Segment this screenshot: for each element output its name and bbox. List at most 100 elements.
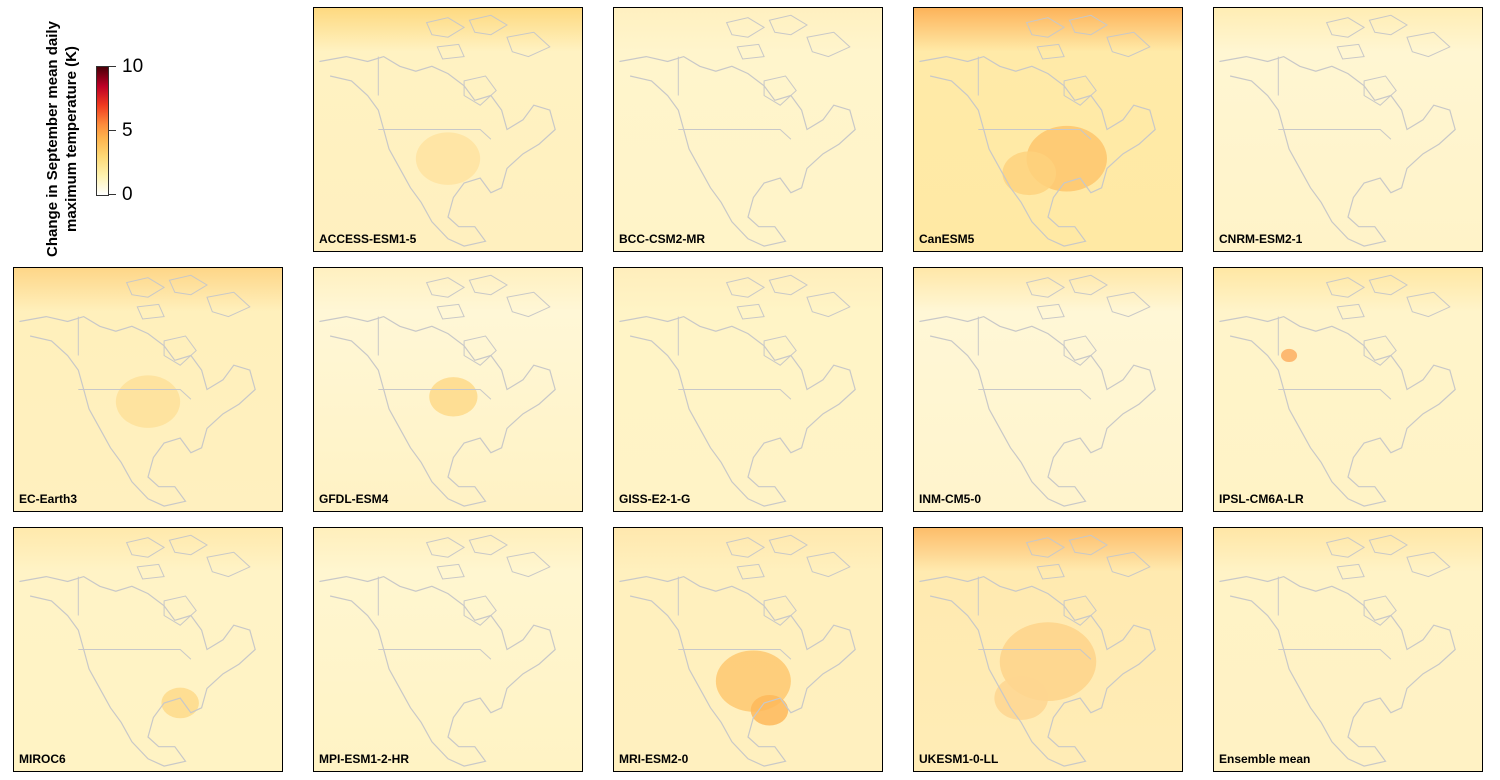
coastline <box>919 575 1156 767</box>
island-outline <box>136 303 165 320</box>
island-outline <box>806 291 851 318</box>
map-panel-plot <box>614 8 882 251</box>
coastline <box>19 575 256 767</box>
country-border <box>378 389 492 400</box>
island-outline <box>763 595 797 626</box>
island-outline <box>506 291 551 318</box>
map-panel: GISS-E2-1-G <box>613 267 883 512</box>
country-border <box>978 389 1092 400</box>
island-outline <box>1406 291 1451 318</box>
island-outline <box>1063 335 1097 366</box>
colorbar-title: Change in September mean daily maximum t… <box>43 9 85 269</box>
panel-model-label: UKESM1-0-LL <box>919 752 999 766</box>
warming-hotspot <box>994 676 1048 720</box>
panel-model-label: GISS-E2-1-G <box>619 492 691 506</box>
island-outline <box>1106 31 1151 58</box>
map-panel-plot <box>1214 528 1482 771</box>
warming-hotspot <box>1281 348 1298 363</box>
island-outline <box>163 595 197 626</box>
map-panel-plot <box>314 8 582 251</box>
coastline <box>1219 315 1456 507</box>
coastline <box>619 575 856 767</box>
panel-model-label: EC-Earth3 <box>19 492 78 506</box>
island-outline <box>168 534 208 556</box>
map-panel-plot <box>314 268 582 511</box>
island-outline <box>1063 595 1097 626</box>
island-outline <box>768 14 808 36</box>
island-outline <box>468 274 508 296</box>
warming-hotspot <box>415 132 481 185</box>
island-outline <box>806 31 851 58</box>
map-panel: CanESM5 <box>913 7 1183 252</box>
country-border <box>678 129 792 140</box>
island-outline <box>1106 551 1151 578</box>
island-outline <box>1025 277 1066 298</box>
island-outline <box>436 303 465 320</box>
map-panel-plot <box>914 268 1182 511</box>
island-outline <box>425 277 466 298</box>
coastline <box>919 55 1156 247</box>
island-outline <box>463 595 497 626</box>
coastline <box>619 315 856 507</box>
warming-hotspot <box>115 375 181 428</box>
country-border <box>1278 129 1392 140</box>
panel-model-label: MRI-ESM2-0 <box>619 752 689 766</box>
colorbar-title-line: maximum temperature (K) <box>63 46 80 232</box>
panel-model-label: CNRM-ESM2-1 <box>1219 232 1303 246</box>
panel-model-label: BCC-CSM2-MR <box>619 232 705 246</box>
country-border <box>978 649 1092 660</box>
island-outline <box>1325 277 1366 298</box>
island-outline <box>763 75 797 106</box>
colorbar-tick <box>108 194 116 195</box>
island-outline <box>463 75 497 106</box>
country-border <box>78 649 192 660</box>
island-outline <box>436 43 465 60</box>
island-outline <box>425 537 466 558</box>
warming-hotspot <box>1002 151 1057 196</box>
island-outline <box>1325 537 1366 558</box>
island-outline <box>1363 595 1397 626</box>
coastline <box>1219 55 1456 247</box>
island-outline <box>736 303 765 320</box>
country-border <box>678 389 792 400</box>
colorbar-gradient <box>96 66 109 196</box>
island-outline <box>468 14 508 36</box>
island-outline <box>1336 563 1365 580</box>
island-outline <box>1025 17 1066 38</box>
island-outline <box>163 335 197 366</box>
island-outline <box>125 537 166 558</box>
island-outline <box>506 31 551 58</box>
coastline <box>319 55 556 247</box>
island-outline <box>736 563 765 580</box>
island-outline <box>463 335 497 366</box>
island-outline <box>725 17 766 38</box>
island-outline <box>1363 75 1397 106</box>
map-panel-plot <box>914 528 1182 771</box>
colorbar-tick <box>108 66 116 67</box>
island-outline <box>1406 551 1451 578</box>
island-outline <box>506 551 551 578</box>
map-panel: MRI-ESM2-0 <box>613 527 883 772</box>
warming-hotspot <box>429 377 478 417</box>
island-outline <box>1336 303 1365 320</box>
island-outline <box>1025 537 1066 558</box>
island-outline <box>168 274 208 296</box>
island-outline <box>206 291 251 318</box>
panel-model-label: Ensemble mean <box>1219 752 1311 766</box>
map-panel: CNRM-ESM2-1 <box>1213 7 1483 252</box>
island-outline <box>1068 14 1108 36</box>
panel-model-label: MIROC6 <box>19 752 66 766</box>
island-outline <box>425 17 466 38</box>
country-border <box>1278 649 1392 660</box>
island-outline <box>1368 534 1408 556</box>
island-outline <box>1106 291 1151 318</box>
coastline <box>319 315 556 507</box>
country-border <box>678 649 792 660</box>
coastline <box>1219 575 1456 767</box>
country-border <box>378 129 492 140</box>
map-panel-plot <box>614 268 882 511</box>
island-outline <box>1068 534 1108 556</box>
map-panel-plot <box>914 8 1182 251</box>
country-border <box>1278 389 1392 400</box>
colorbar-tick-label: 5 <box>122 120 133 141</box>
